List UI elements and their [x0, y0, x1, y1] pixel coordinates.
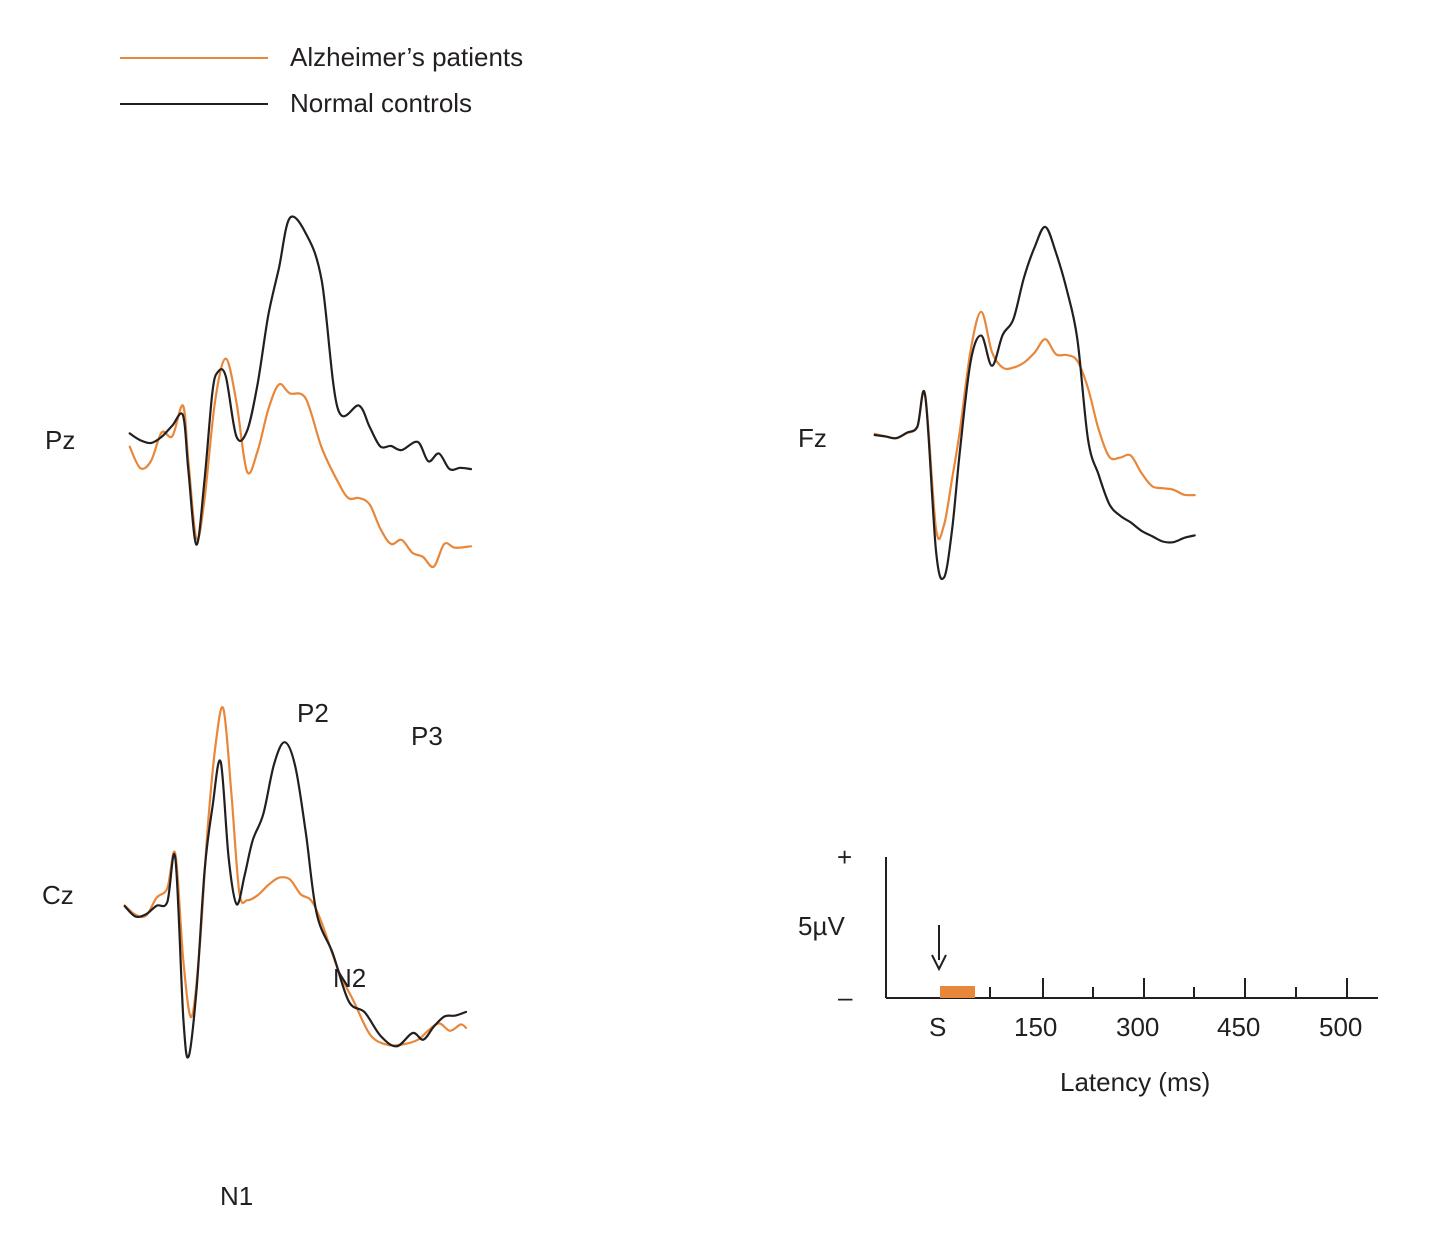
trace-fz-controls [873, 225, 1196, 581]
annotation-n1: N1 [220, 1181, 253, 1211]
tick-label-500: 500 [1319, 1012, 1362, 1042]
latency-axis-label: Latency (ms) [1060, 1067, 1210, 1097]
tick-label-300: 300 [1116, 1012, 1159, 1042]
trace-cz-alzheimers [123, 706, 468, 1047]
scale-bar: + 5µV – S 150 300 450 500 Latency (ms) [798, 842, 1378, 1097]
legend-label-controls: Normal controls [290, 88, 472, 118]
panel-fz [873, 225, 1196, 581]
scale-minus-label: – [838, 982, 853, 1012]
channel-label-fz: Fz [798, 423, 827, 453]
legend-label-alzheimers: Alzheimer’s patients [290, 42, 523, 72]
trace-fz-alzheimers [873, 310, 1196, 541]
annotation-n2: N2 [333, 963, 366, 993]
panel-cz [123, 706, 468, 1059]
latency-ticks [989, 978, 1348, 998]
tick-label-450: 450 [1217, 1012, 1260, 1042]
annotation-p2: P2 [297, 698, 329, 728]
scale-amplitude-label: 5µV [798, 911, 845, 941]
legend: Alzheimer’s patients Normal controls [120, 42, 523, 118]
stimulus-arrowhead [931, 954, 947, 972]
trace-cz-controls [123, 741, 468, 1059]
trace-pz-controls [128, 215, 473, 546]
trace-pz-alzheimers [128, 357, 473, 569]
scale-plus-label: + [837, 842, 852, 872]
channel-label-cz: Cz [42, 880, 74, 910]
stimulus-bar [940, 986, 975, 998]
panel-pz [128, 215, 473, 569]
annotation-p3: P3 [411, 721, 443, 751]
channel-label-pz: Pz [45, 425, 75, 455]
tick-label-150: 150 [1014, 1012, 1057, 1042]
stimulus-label: S [929, 1012, 946, 1042]
